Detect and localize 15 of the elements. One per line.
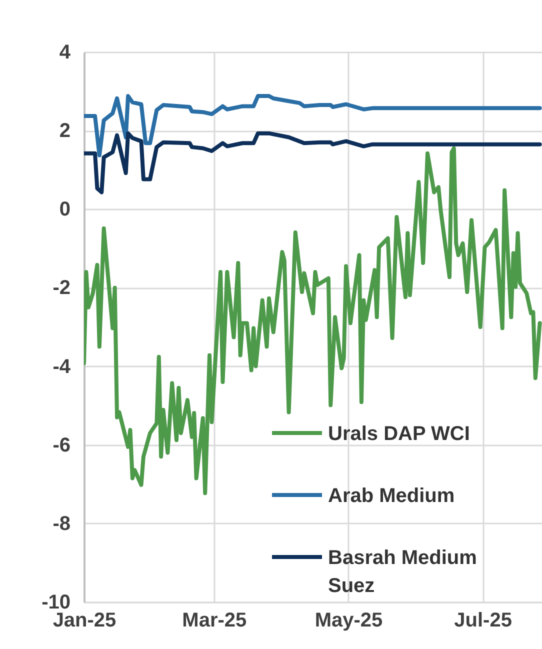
x-tick-label: Mar-25	[182, 610, 247, 632]
y-tick-label: -2	[52, 277, 70, 300]
x-tick-label: Jul-25	[454, 610, 512, 632]
y-tick-label: 4	[59, 42, 72, 64]
y-tick-label: -8	[52, 512, 70, 535]
legend-label: Urals DAP WCI	[328, 423, 470, 445]
x-tick-label: May-25	[314, 610, 383, 632]
legend-label: Basrah Medium Suez	[328, 547, 477, 597]
line-series	[84, 131, 542, 194]
y-tick-label: -6	[52, 434, 70, 456]
y-tick-label: -4	[52, 356, 72, 378]
line-series	[84, 94, 542, 158]
legend-label: Arab Medium	[328, 485, 455, 507]
y-tick-label: 0	[59, 198, 70, 221]
y-tick-label: 2	[59, 120, 70, 142]
